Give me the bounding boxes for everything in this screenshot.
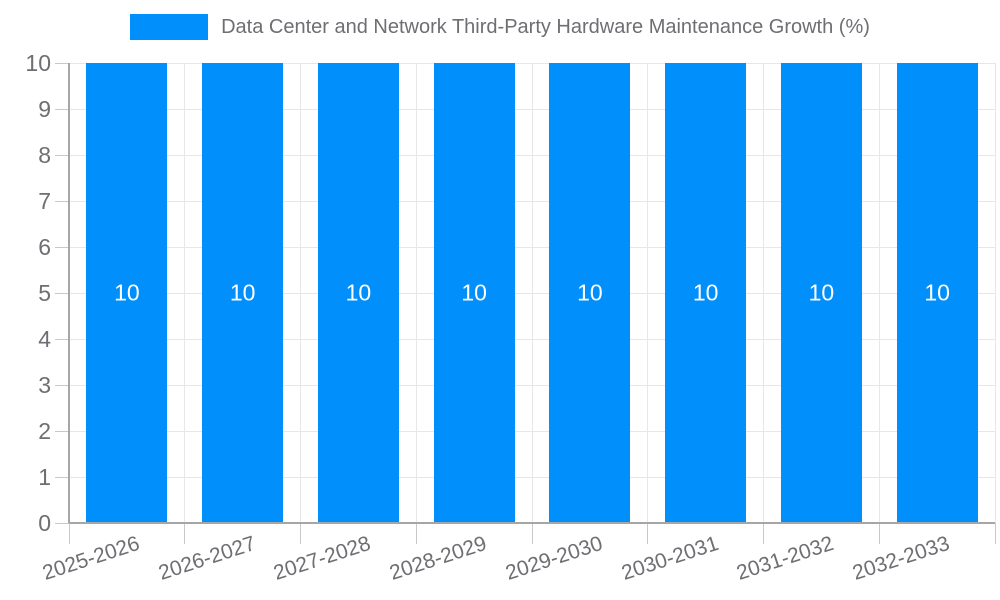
bar[interactable]: 10: [433, 63, 515, 523]
y-axis-tick: [55, 430, 69, 432]
x-axis-tick: [994, 523, 996, 544]
bar-value-label: 10: [229, 279, 256, 306]
bar-value-label: 10: [577, 279, 603, 306]
bar[interactable]: 10: [665, 63, 747, 523]
bar[interactable]: 10: [317, 63, 399, 523]
gridline-vertical: [531, 63, 533, 523]
y-axis-tick: [55, 62, 69, 64]
x-axis-line: [69, 522, 995, 524]
gridline-vertical: [415, 63, 417, 523]
bar-value-label: 10: [924, 279, 950, 306]
bar-value-label: 10: [461, 279, 487, 306]
gridline-vertical: [763, 63, 764, 523]
y-axis-tick: [55, 522, 69, 524]
bar[interactable]: 10: [86, 63, 168, 523]
legend-swatch: [130, 14, 209, 40]
y-axis-tick: [55, 246, 69, 248]
x-axis-tick: [300, 523, 301, 544]
gridline-vertical: [878, 63, 880, 523]
x-axis-tick: [68, 523, 70, 544]
y-axis-tick-label: 10: [25, 50, 51, 76]
y-axis-tick-label: 6: [38, 234, 51, 260]
y-axis-tick-label: 3: [38, 372, 51, 398]
x-axis-tick: [415, 523, 417, 544]
y-axis-tick-label: 7: [38, 188, 51, 214]
legend-series-label: Data Center and Network Third-Party Hard…: [221, 15, 870, 38]
x-axis-tick: [531, 523, 533, 544]
y-axis-tick: [55, 108, 69, 110]
y-axis-tick-label: 0: [38, 510, 51, 536]
x-axis-tick: [647, 523, 649, 544]
bar-value-label: 10: [692, 279, 719, 306]
y-axis-tick-label: 1: [38, 464, 51, 490]
y-axis-tick-label: 8: [38, 142, 51, 168]
chart-legend[interactable]: Data Center and Network Third-Party Hard…: [0, 14, 1000, 40]
y-axis-tick: [55, 154, 69, 156]
y-axis-tick: [55, 200, 69, 202]
y-axis-tick-label: 2: [38, 418, 51, 444]
y-axis-tick: [55, 292, 69, 294]
bar-value-label: 10: [345, 279, 372, 306]
gridline-vertical: [184, 63, 186, 523]
bar-value-label: 10: [808, 279, 835, 306]
bar[interactable]: 10: [780, 63, 862, 523]
gridline-vertical: [994, 63, 996, 523]
x-axis-tick: [184, 523, 186, 544]
x-axis-tick: [878, 523, 880, 544]
bar[interactable]: 10: [202, 63, 284, 523]
y-axis-tick: [55, 384, 69, 386]
x-axis-tick: [763, 523, 764, 544]
y-axis-tick: [55, 476, 69, 478]
gridline-vertical: [647, 63, 649, 523]
bar-value-label: 10: [114, 279, 140, 306]
y-axis-tick: [55, 338, 69, 340]
bar[interactable]: 10: [549, 63, 631, 523]
gridline-vertical: [300, 63, 301, 523]
bar[interactable]: 10: [896, 63, 978, 523]
y-axis-line: [68, 63, 70, 523]
y-axis-tick-label: 4: [38, 326, 51, 352]
y-axis-tick-label: 9: [38, 96, 51, 122]
y-axis-tick-label: 5: [38, 280, 51, 306]
